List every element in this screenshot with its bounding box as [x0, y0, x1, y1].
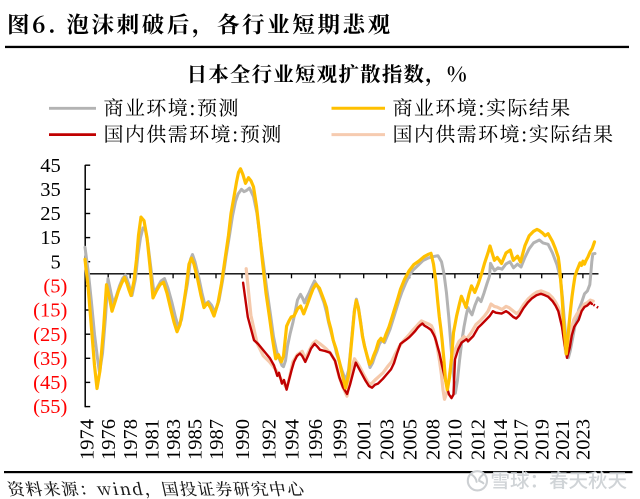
- svg-text:2017: 2017: [510, 419, 532, 460]
- svg-text:2001: 2001: [354, 419, 376, 460]
- svg-text:2010: 2010: [445, 419, 467, 460]
- svg-text:2008: 2008: [422, 419, 444, 460]
- svg-text:(5): (5): [43, 276, 67, 298]
- svg-text:1976: 1976: [98, 419, 120, 460]
- svg-text:2014: 2014: [490, 419, 512, 460]
- svg-text:1985: 1985: [185, 419, 207, 460]
- svg-text:15: 15: [40, 227, 61, 249]
- svg-text:2019: 2019: [532, 419, 554, 460]
- svg-text:1987: 1987: [206, 419, 228, 460]
- svg-text:2003: 2003: [377, 419, 399, 460]
- svg-text:2005: 2005: [399, 419, 421, 460]
- svg-text:35: 35: [40, 179, 61, 201]
- svg-text:1978: 1978: [120, 419, 142, 460]
- svg-text:1981: 1981: [142, 419, 164, 460]
- svg-text:5: 5: [51, 251, 61, 273]
- svg-text:2021: 2021: [552, 419, 574, 460]
- svg-text:1992: 1992: [258, 419, 280, 460]
- svg-text:1990: 1990: [232, 419, 254, 460]
- svg-text:1983: 1983: [163, 419, 185, 460]
- svg-text:(45): (45): [33, 372, 67, 394]
- svg-text:1994: 1994: [281, 419, 303, 460]
- svg-text:1996: 1996: [305, 419, 327, 460]
- svg-text:(15): (15): [33, 300, 67, 322]
- svg-text:(55): (55): [33, 396, 67, 418]
- svg-text:2023: 2023: [573, 419, 595, 460]
- svg-text:1999: 1999: [330, 419, 352, 460]
- svg-text:(25): (25): [33, 324, 67, 346]
- svg-text:1974: 1974: [77, 419, 99, 460]
- svg-text:45: 45: [40, 155, 61, 177]
- svg-text:(35): (35): [33, 348, 67, 370]
- svg-text:2012: 2012: [467, 419, 489, 460]
- svg-text:25: 25: [40, 203, 61, 225]
